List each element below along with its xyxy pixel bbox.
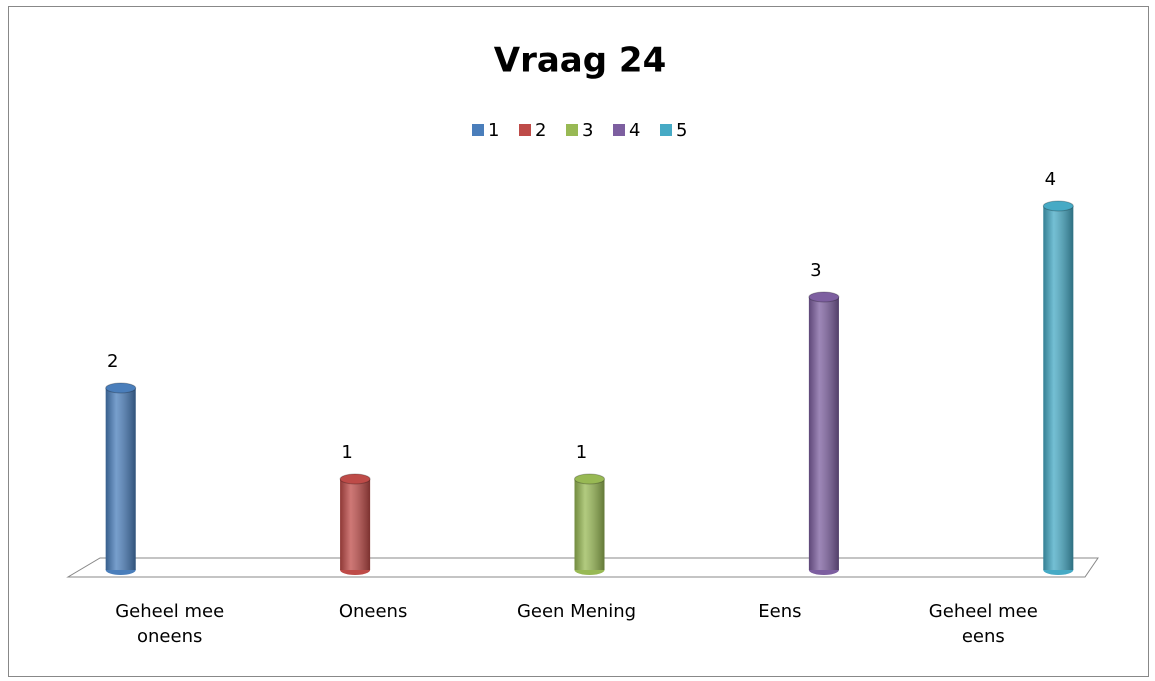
bar xyxy=(1042,200,1074,575)
legend-swatch xyxy=(660,124,672,136)
bar xyxy=(574,473,605,575)
bar-shade xyxy=(1043,206,1074,570)
bar xyxy=(808,291,840,575)
legend-label: 3 xyxy=(582,120,593,141)
bar-top xyxy=(808,291,840,303)
legend-swatch xyxy=(566,124,578,136)
legend-swatch xyxy=(519,124,531,136)
bar-top xyxy=(1042,200,1074,212)
bar-shade xyxy=(808,297,839,570)
legend-label: 1 xyxy=(488,120,499,141)
data-label: 1 xyxy=(576,442,587,463)
bar-top xyxy=(339,473,371,485)
legend-label: 4 xyxy=(629,120,640,141)
chart-title: Vraag 24 xyxy=(494,41,666,81)
legend-label: 5 xyxy=(676,120,687,141)
bar xyxy=(339,473,371,575)
bar-shade xyxy=(340,479,371,570)
data-label: 3 xyxy=(810,260,821,281)
x-tick-label: Geheel mee oneens xyxy=(115,601,224,647)
x-tick-label: Eens xyxy=(758,601,801,622)
legend-swatch xyxy=(613,124,625,136)
legend-label: 2 xyxy=(535,120,546,141)
bar-top xyxy=(574,473,605,485)
bar-top xyxy=(105,382,137,394)
data-label: 2 xyxy=(107,351,118,372)
x-tick-label: Geheel mee eens xyxy=(929,601,1038,647)
data-label: 4 xyxy=(1045,169,1056,190)
legend-swatch xyxy=(472,124,484,136)
bar-shade xyxy=(105,388,136,570)
x-tick-label: Oneens xyxy=(339,601,408,622)
x-tick-label: Geen Mening xyxy=(517,601,636,622)
bar-shade xyxy=(574,479,605,570)
data-label: 1 xyxy=(341,442,352,463)
bar xyxy=(105,382,137,575)
